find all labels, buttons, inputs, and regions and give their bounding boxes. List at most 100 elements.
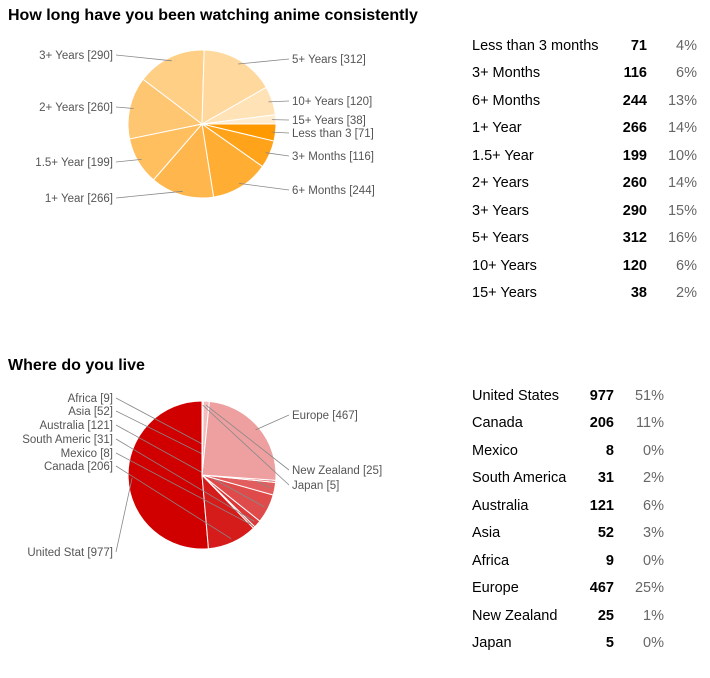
row-percent: 14%: [667, 175, 697, 192]
row-label: 3+ Years: [472, 202, 529, 219]
pie-chart-location: United Stat [977] Canada [206]Mexico [8] S…: [22, 393, 382, 559]
row-percent: 51%: [634, 387, 664, 404]
label-leader-line: [271, 131, 290, 134]
slice-label: South Americ [31]: [22, 434, 113, 446]
row-percent: 0%: [643, 552, 664, 569]
slice-label: New Zealand [25]: [292, 465, 382, 477]
row-label: 10+ Years: [472, 257, 537, 274]
chart-title: How long have you been watching anime co…: [8, 7, 418, 24]
chart-title: Where do you live: [8, 357, 145, 374]
table-row: 2+ Years 260 14%: [472, 170, 697, 198]
row-count: 71: [630, 37, 647, 54]
slice-label: Europe [467]: [292, 410, 358, 422]
row-count: 116: [623, 65, 647, 82]
table-row: Canada 206 11%: [472, 410, 664, 438]
chart-section-watching: How long have you been watching anime co…: [0, 0, 710, 330]
row-label: New Zealand: [472, 607, 558, 624]
row-label: Africa: [472, 552, 510, 569]
pie-slice: [201, 400, 277, 481]
table-row: 15+ Years 38 2%: [472, 280, 697, 308]
label-leader-line: [205, 404, 290, 471]
slice-label: 10+ Years [120]: [292, 96, 372, 108]
table-row: 5+ Years 312 16%: [472, 225, 697, 253]
row-label: 6+ Months: [472, 92, 541, 109]
row-label: 1.5+ Year: [472, 147, 534, 164]
label-leader-line: [265, 152, 290, 157]
row-percent: 10%: [667, 147, 697, 164]
row-label: South America: [472, 470, 567, 487]
label-leader-line: [255, 414, 290, 431]
pie-slice: [201, 49, 267, 125]
label-leader-line: [202, 404, 290, 486]
table-row: New Zealand 25 1%: [472, 602, 664, 630]
label-leader-line: [115, 54, 172, 62]
row-percent: 25%: [634, 580, 664, 597]
slice-label: 5+ Years [312]: [292, 54, 366, 66]
slice-label: United Stat [977]: [27, 547, 113, 559]
row-count: 290: [622, 202, 647, 219]
table-row: South America 31 2%: [472, 465, 664, 493]
row-count: 199: [622, 147, 647, 164]
row-percent: 13%: [667, 92, 697, 109]
slice-label: 3+ Months [116]: [292, 151, 374, 163]
slice-label: 6+ Months [244]: [292, 185, 375, 197]
row-count: 206: [589, 415, 614, 432]
row-count: 120: [622, 257, 647, 274]
label-leader-line: [115, 465, 232, 540]
row-count: 977: [589, 387, 614, 404]
slice-label: 2+ Years [260]: [39, 102, 113, 114]
row-count: 31: [597, 470, 614, 487]
table-row: Europe 467 25%: [472, 575, 664, 603]
row-count: 244: [622, 92, 647, 109]
row-label: Australia: [472, 497, 529, 514]
row-label: Europe: [472, 580, 519, 597]
table-row: Japan 5 0%: [472, 630, 664, 658]
stats-table-location: United States 977 51% Canada 206 11% Mexico 8 0%…: [472, 382, 664, 657]
label-leader-line: [115, 424, 265, 508]
row-label: 1+ Year: [472, 120, 522, 137]
stats-table-watching: Less than 3 months 71 4% 3+ Months 116 6% 6+ M…: [472, 32, 697, 307]
slice-label: Africa [9]: [68, 393, 113, 405]
row-percent: 0%: [643, 635, 664, 652]
row-label: 5+ Years: [472, 230, 529, 247]
slice-label: Australia [121]: [39, 420, 113, 432]
table-row: 1+ Year 266 14%: [472, 115, 697, 143]
row-label: 3+ Months: [472, 65, 541, 82]
row-label: Mexico: [472, 442, 518, 459]
row-count: 312: [622, 230, 647, 247]
row-count: 5: [605, 635, 614, 652]
row-percent: 1%: [643, 607, 664, 624]
slice-label: Mexico [8]: [61, 448, 113, 460]
row-label: Japan: [472, 635, 512, 652]
table-row: Australia 121 6%: [472, 492, 664, 520]
slice-label: Canada [206]: [44, 461, 113, 473]
slice-label: Asia [52]: [68, 406, 113, 418]
row-label: Asia: [472, 525, 501, 542]
row-count: 467: [589, 580, 614, 597]
row-percent: 6%: [676, 257, 697, 274]
row-count: 38: [630, 285, 647, 302]
label-leader-line: [115, 478, 133, 553]
slice-label: 3+ Years [290]: [39, 50, 113, 62]
row-label: Less than 3 months: [472, 37, 599, 54]
label-leader-line: [268, 100, 290, 103]
label-leader-line: [115, 190, 183, 199]
row-label: 2+ Years: [472, 175, 529, 192]
label-leader-line: [115, 159, 142, 163]
pie-slice: [152, 122, 215, 199]
table-row: United States 977 51%: [472, 382, 664, 410]
chart-section-location: Where do you live United Stat [977] Canad…: [0, 350, 710, 678]
row-percent: 16%: [667, 230, 697, 247]
table-row: 6+ Months 244 13%: [472, 87, 697, 115]
pie-slice: [201, 122, 264, 198]
row-count: 266: [622, 120, 647, 137]
table-row: 3+ Months 116 6%: [472, 60, 697, 88]
row-count: 9: [605, 552, 614, 569]
slice-label: Japan [5]: [292, 480, 339, 492]
label-leader-line: [115, 452, 252, 526]
row-percent: 0%: [643, 442, 664, 459]
row-percent: 11%: [636, 415, 664, 432]
row-percent: 3%: [643, 525, 664, 542]
label-leader-line: [115, 106, 134, 109]
slice-label: 1+ Year [266]: [45, 193, 113, 205]
